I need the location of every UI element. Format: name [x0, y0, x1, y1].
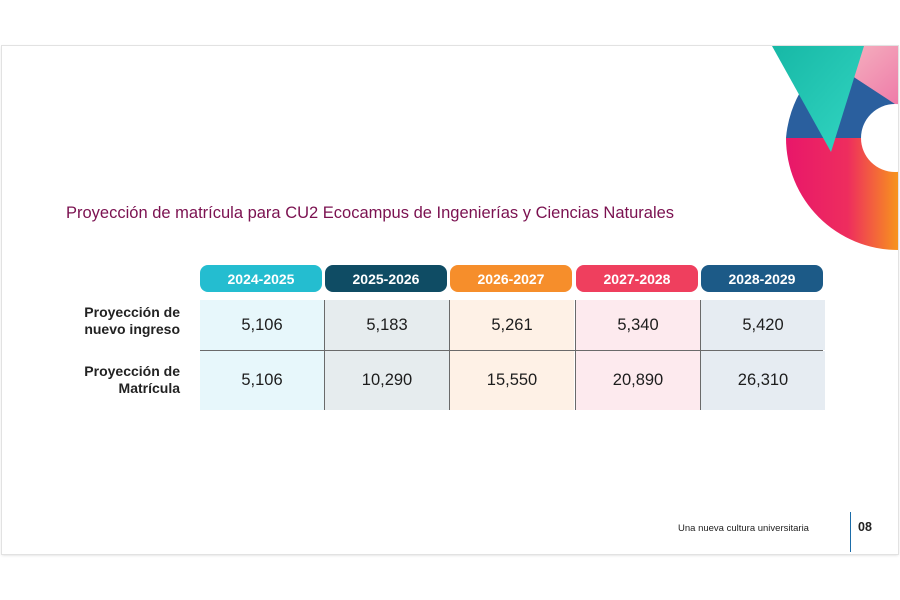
decorative-shapes	[772, 46, 898, 250]
year-header-2026-2027: 2026-2027	[450, 265, 572, 292]
table-cell: 20,890	[576, 351, 700, 410]
table-column-divider	[324, 300, 325, 410]
table-cell: 5,183	[325, 300, 449, 350]
table-column-divider	[449, 300, 450, 410]
footer-tagline: Una nueva cultura universitaria	[678, 523, 809, 534]
table-cell: 5,420	[701, 300, 825, 350]
row-label-line: Proyección de	[84, 304, 180, 320]
table-row-divider	[200, 350, 823, 351]
year-header-2027-2028: 2027-2028	[576, 265, 698, 292]
row-label-line: Matrícula	[118, 380, 180, 396]
table-cell: 10,290	[325, 351, 449, 410]
year-header-2025-2026: 2025-2026	[325, 265, 447, 292]
footer-divider	[850, 512, 851, 552]
year-header-2024-2025: 2024-2025	[200, 265, 322, 292]
slide: Proyección de matrícula para CU2 Ecocamp…	[2, 46, 898, 554]
row-label-matricula: Proyección de Matrícula	[42, 363, 180, 397]
table-cell: 5,340	[576, 300, 700, 350]
year-header-2028-2029: 2028-2029	[701, 265, 823, 292]
page-number: 08	[858, 520, 872, 534]
row-label-line: nuevo ingreso	[84, 321, 180, 337]
table-column-divider	[575, 300, 576, 410]
table-cell: 5,106	[200, 300, 324, 350]
table-cell: 5,261	[450, 300, 574, 350]
page-title: Proyección de matrícula para CU2 Ecocamp…	[66, 204, 675, 222]
table-cell: 5,106	[200, 351, 324, 410]
table-cell: 15,550	[450, 351, 574, 410]
table-cell: 26,310	[701, 351, 825, 410]
row-label-nuevo-ingreso: Proyección de nuevo ingreso	[42, 304, 180, 338]
table-column-divider	[700, 300, 701, 410]
row-label-line: Proyección de	[84, 363, 180, 379]
